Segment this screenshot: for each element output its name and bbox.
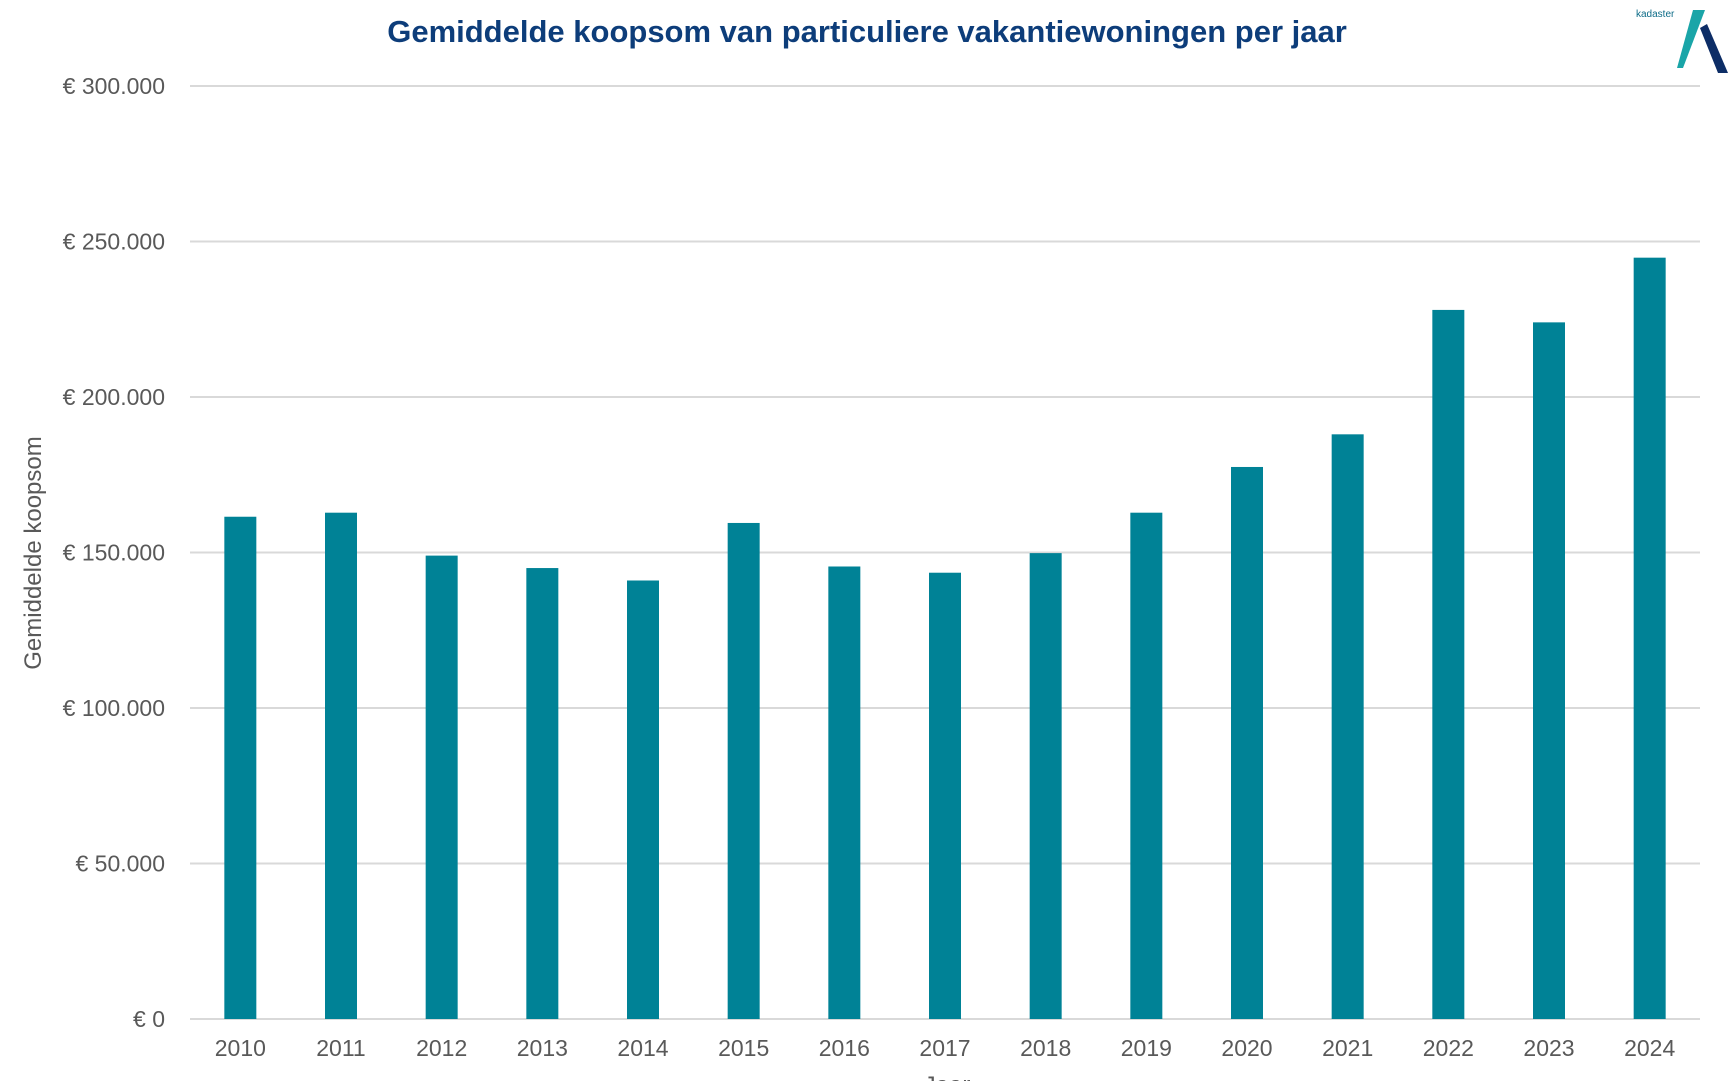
bar-2011 [325, 513, 357, 1019]
y-tick-label: € 100.000 [63, 695, 165, 721]
bar-2019 [1130, 513, 1162, 1019]
x-tick-label: 2018 [1020, 1035, 1071, 1061]
bars [224, 258, 1665, 1019]
x-tick-label: 2022 [1423, 1035, 1474, 1061]
y-tick-labels: € 0 € 50.000 € 100.000 € 150.000 € 200.000 € … [63, 73, 165, 1032]
y-axis-label: Gemiddelde koopsom [20, 436, 47, 669]
bar-2010 [224, 517, 256, 1019]
bar-2016 [828, 566, 860, 1019]
x-tick-label: 2017 [919, 1035, 970, 1061]
x-tick-label: 2023 [1523, 1035, 1574, 1061]
kadaster-logo-icon [1677, 10, 1728, 73]
x-axis-label: Jaar [924, 1072, 971, 1081]
x-tick-label: 2024 [1624, 1035, 1675, 1061]
x-tick-labels: 2010 2011 2012 2013 2014 2015 2016 2017 2018 2019… [215, 1035, 1676, 1061]
y-tick-label: € 150.000 [63, 540, 165, 566]
kadaster-logo-text: kadaster [1636, 9, 1675, 20]
x-tick-label: 2015 [718, 1035, 769, 1061]
x-tick-label: 2016 [819, 1035, 870, 1061]
x-tick-label: 2014 [617, 1035, 668, 1061]
y-tick-label: € 300.000 [63, 73, 165, 99]
y-tick-label: € 50.000 [75, 851, 165, 877]
y-tick-label: € 200.000 [63, 384, 165, 410]
bar-2015 [728, 523, 760, 1019]
x-tick-label: 2019 [1121, 1035, 1172, 1061]
x-tick-label: 2011 [316, 1035, 365, 1061]
bar-2021 [1332, 434, 1364, 1019]
x-tick-label: 2020 [1221, 1035, 1272, 1061]
bar-2017 [929, 573, 961, 1019]
bar-2014 [627, 580, 659, 1019]
bar-2020 [1231, 467, 1263, 1019]
bar-2018 [1030, 553, 1062, 1019]
bar-2012 [426, 556, 458, 1019]
x-tick-label: 2012 [416, 1035, 467, 1061]
bar-2023 [1533, 322, 1565, 1019]
y-tick-label: € 0 [133, 1006, 165, 1032]
x-tick-label: 2010 [215, 1035, 266, 1061]
kadaster-logo: kadaster [1636, 9, 1728, 73]
x-tick-label: 2013 [517, 1035, 568, 1061]
bar-2022 [1432, 310, 1464, 1019]
y-tick-label: € 250.000 [63, 229, 165, 255]
bar-2013 [526, 568, 558, 1019]
x-tick-label: 2021 [1322, 1035, 1373, 1061]
bar-2024 [1634, 258, 1666, 1019]
